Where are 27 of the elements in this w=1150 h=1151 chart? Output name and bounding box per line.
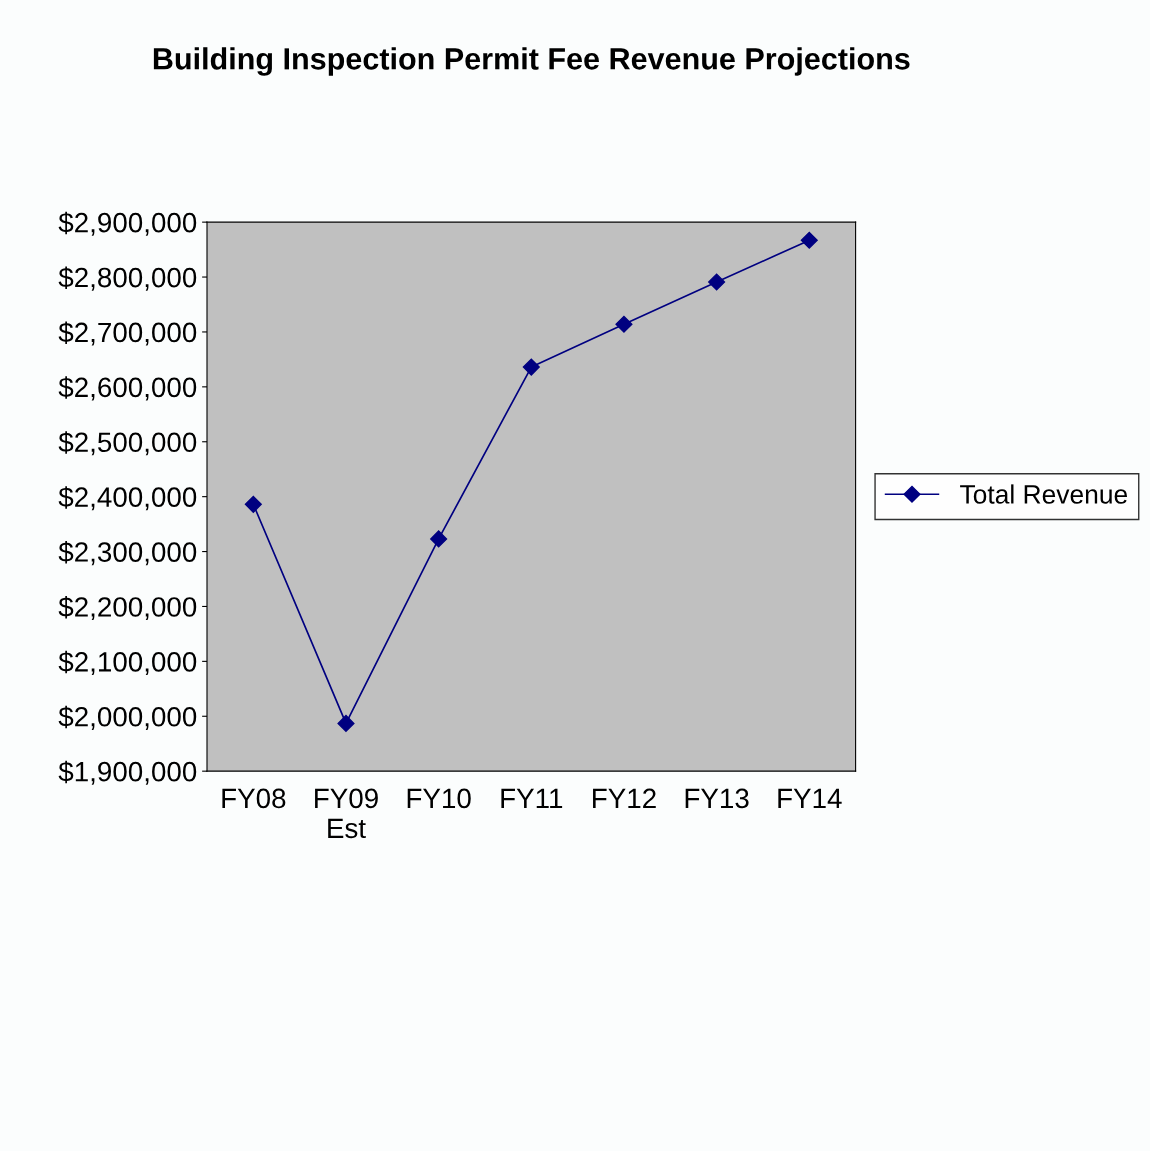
- x-tick-label: FY14: [778, 788, 842, 808]
- y-tick-label: $2,000,000: [58, 705, 197, 730]
- x-tick-label: FY10: [407, 788, 471, 809]
- x-tick-label: FY13: [685, 788, 749, 809]
- legend-label: Total Revenue: [960, 484, 1128, 504]
- y-tick-label: $2,500,000: [58, 431, 197, 456]
- point: [430, 530, 448, 548]
- point: [244, 495, 262, 513]
- point: [800, 231, 818, 249]
- y-tick-label: $2,900,000: [58, 211, 197, 236]
- y-tick-label: $2,300,000: [58, 541, 197, 566]
- x-tick-label: FY08: [222, 788, 286, 809]
- y-tick-label: $2,800,000: [58, 266, 197, 291]
- x-tick-label: FY09 Est: [315, 788, 378, 839]
- y-tick-label: $2,600,000: [58, 376, 197, 401]
- x-tick-label: FY12: [593, 788, 656, 808]
- y-tick-label: $1,900,000: [58, 760, 197, 785]
- point: [615, 315, 633, 333]
- point: [522, 358, 540, 376]
- point: [337, 714, 355, 732]
- y-tick-label: $2,200,000: [58, 595, 197, 621]
- point: [708, 273, 726, 291]
- x-tick-label: FY11: [501, 788, 563, 808]
- y-tick-label: $2,100,000: [58, 650, 197, 675]
- chart-title: Building Inspection Permit Fee Revenue Projections: [153, 47, 910, 76]
- y-tick-label: $2,700,000: [58, 321, 197, 346]
- y-tick-label: $2,400,000: [58, 486, 197, 511]
